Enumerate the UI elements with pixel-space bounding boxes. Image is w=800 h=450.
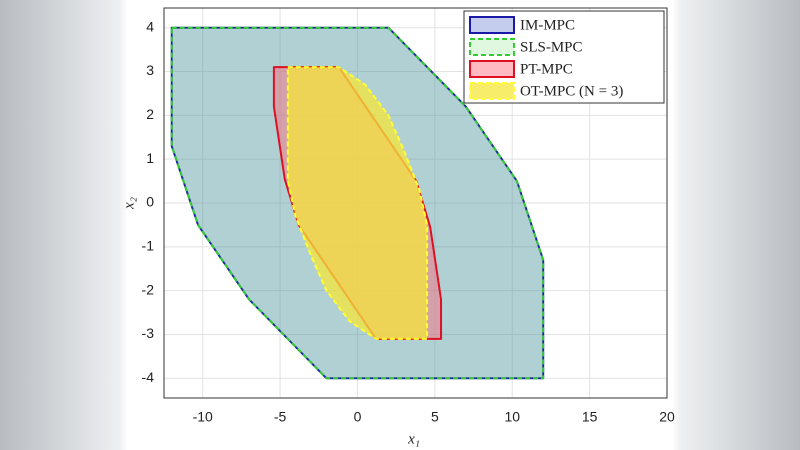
x-tick-label: 5: [431, 409, 439, 425]
legend-label: SLS-MPC: [520, 39, 583, 55]
y-tick-label: -3: [142, 325, 155, 341]
polytope: [286, 66, 429, 340]
y-tick-label: 4: [146, 18, 154, 34]
legend-label: IM-MPC: [520, 17, 575, 33]
legend-swatch: [469, 38, 515, 56]
legend-swatch: [469, 82, 515, 100]
x-axis-label: x₁: [407, 431, 420, 447]
x-tick-label: -5: [274, 409, 287, 425]
y-tick-label: -4: [142, 369, 155, 385]
y-tick-label: 1: [146, 150, 154, 166]
y-tick-label: 3: [146, 62, 154, 78]
legend-label: PT-MPC: [520, 61, 573, 77]
x-tick-label: -10: [193, 409, 213, 425]
y-tick-label: -1: [142, 238, 155, 254]
y-tick-label: -2: [142, 281, 155, 297]
axes-box: [163, 7, 668, 399]
y-tick-label: 0: [146, 194, 154, 210]
x-tick-label: 15: [582, 409, 598, 425]
x-tick-label: 0: [354, 409, 362, 425]
legend-label: OT-MPC (N = 3): [520, 83, 623, 99]
y-axis-label: x₂: [121, 197, 137, 210]
legend-swatch: [469, 16, 515, 34]
x-tick-label: 20: [659, 409, 675, 425]
legend-swatch: [469, 60, 515, 78]
y-tick-label: 2: [146, 106, 154, 122]
x-tick-label: 10: [504, 409, 520, 425]
